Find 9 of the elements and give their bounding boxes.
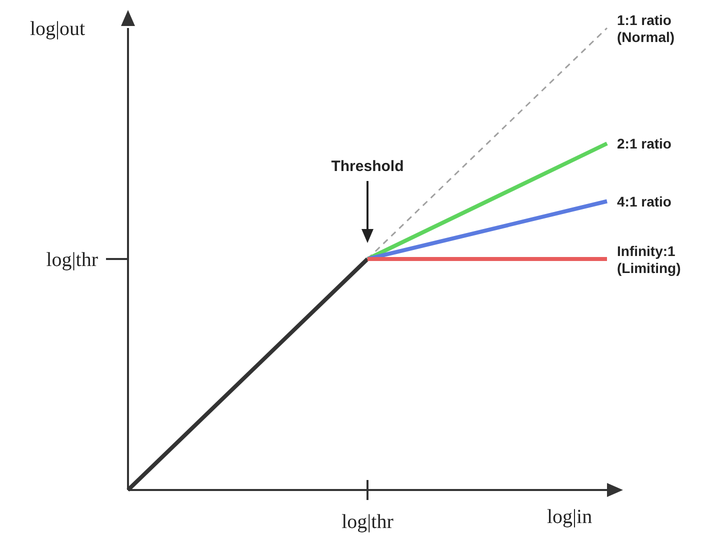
y-axis-title: log|out (30, 18, 86, 41)
series-label: 1:1 ratio (Normal) (617, 12, 675, 45)
series-label: Infinity:1 (Limiting) (617, 243, 681, 276)
text: log|thr (342, 511, 394, 533)
series-label: 2:1 ratio (617, 136, 672, 152)
x-axis-title: log|in (547, 506, 592, 529)
series-label: 4:1 ratio (617, 193, 672, 210)
annotation: Threshold (331, 158, 404, 175)
text: log|thr (46, 249, 98, 271)
